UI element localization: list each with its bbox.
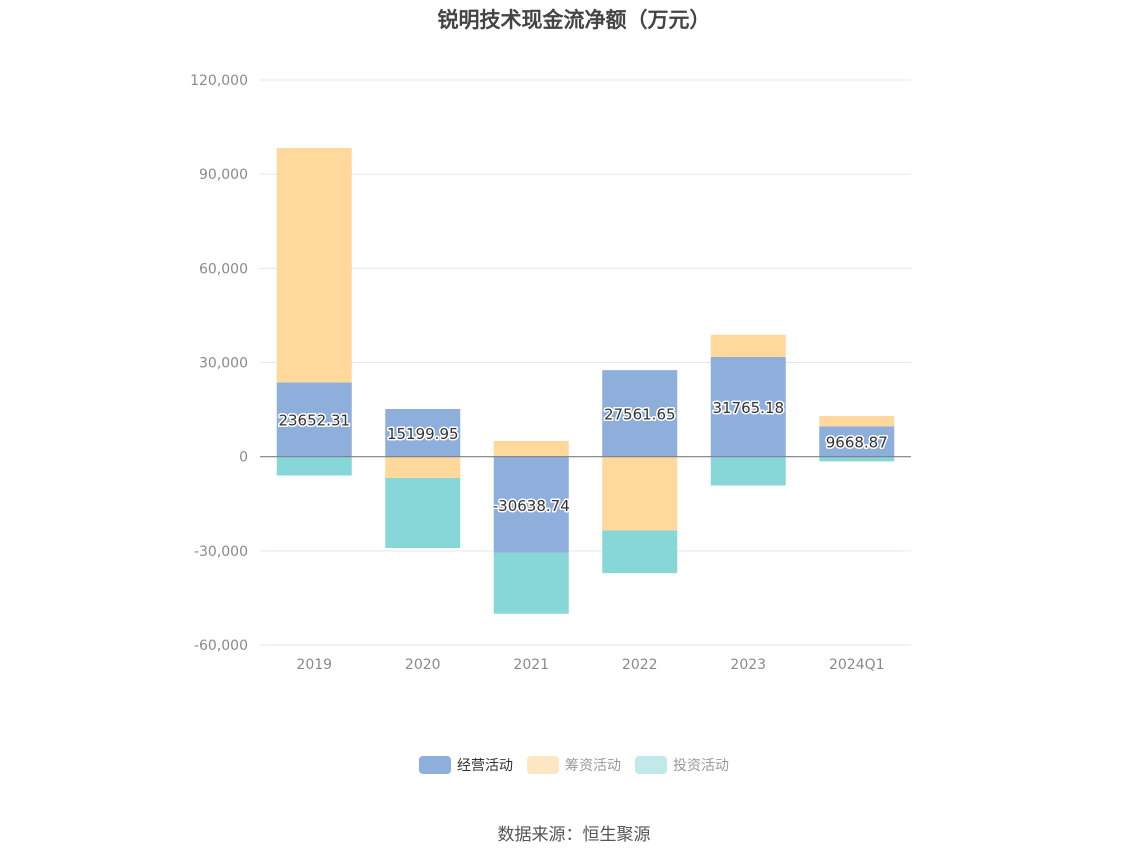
data-source-note: 数据来源：恒生聚源 (497, 825, 651, 845)
y-tick-label: -60,000 (194, 638, 248, 654)
legend: 经营活动 筹资活动 投资活动 (0, 755, 1148, 775)
bar-financing-2023[interactable] (710, 334, 786, 357)
axes: 120,000 90,000 60,000 30,000 0 -30,000 -60,000… (190, 73, 911, 673)
legend-item-financing[interactable]: 筹资活动 (527, 755, 621, 775)
bar-operating-2019[interactable] (276, 382, 352, 457)
data-labels: 23652.31 15199.95 -30638.74 27561.65 31765.1… (277, 397, 889, 516)
y-tick-label: 30,000 (199, 356, 248, 372)
x-tick-label: 2020 (405, 657, 441, 673)
bar-financing-2021[interactable] (493, 440, 569, 457)
data-label-2019: 23652.31 (278, 412, 350, 430)
legend-item-investing[interactable]: 投资活动 (635, 755, 729, 775)
y-tick-label: 120,000 (190, 73, 248, 89)
x-tick-label: 2021 (513, 657, 549, 673)
data-label-2022: 27561.65 (604, 405, 676, 423)
y-tick-label: 0 (239, 450, 248, 466)
data-label-2021: -30638.74 (493, 497, 570, 515)
bar-financing-2024Q1[interactable] (819, 415, 895, 427)
bar-financing-2022[interactable] (602, 456, 678, 531)
x-tick-label: 2023 (730, 657, 766, 673)
y-tick-label: -30,000 (194, 544, 248, 560)
y-tick-label: 90,000 (199, 167, 248, 183)
legend-label-operating: 经营活动 (457, 758, 513, 774)
legend-label-financing: 筹资活动 (565, 758, 621, 774)
data-label-2020: 15199.95 (387, 425, 459, 443)
bar-investing-2019[interactable] (276, 456, 352, 476)
bar-operating-2023[interactable] (710, 356, 786, 457)
bar-financing-2019[interactable] (276, 147, 352, 383)
bar-operating-2022[interactable] (602, 370, 678, 457)
bar-operating-2021[interactable] (493, 456, 569, 553)
legend-swatch-financing (527, 756, 559, 774)
chart-title: 锐明技术现金流净额（万元） (437, 8, 711, 32)
bar-operating-2024Q1[interactable] (819, 426, 895, 457)
bar-financing-2020[interactable] (385, 456, 461, 479)
x-tick-label: 2024Q1 (829, 657, 885, 673)
data-label-2024Q1: 9668.87 (826, 433, 888, 451)
bar-operating-2020[interactable] (385, 408, 461, 457)
bar-investing-2024Q1[interactable] (819, 456, 895, 462)
bar-investing-2020[interactable] (385, 478, 461, 549)
legend-label-investing: 投资活动 (673, 758, 729, 774)
data-label-2023: 31765.18 (712, 399, 784, 417)
legend-swatch-investing (635, 756, 667, 774)
x-tick-label: 2022 (622, 657, 658, 673)
legend-item-operating[interactable]: 经营活动 (419, 755, 513, 775)
bar-investing-2023[interactable] (710, 456, 786, 486)
bar-investing-2021[interactable] (493, 552, 569, 614)
bars (276, 147, 895, 614)
x-tick-label: 2019 (296, 657, 332, 673)
grid-lines (260, 79, 911, 646)
legend-swatch-operating (419, 756, 451, 774)
bar-investing-2022[interactable] (602, 530, 678, 574)
y-tick-label: 60,000 (199, 261, 248, 277)
